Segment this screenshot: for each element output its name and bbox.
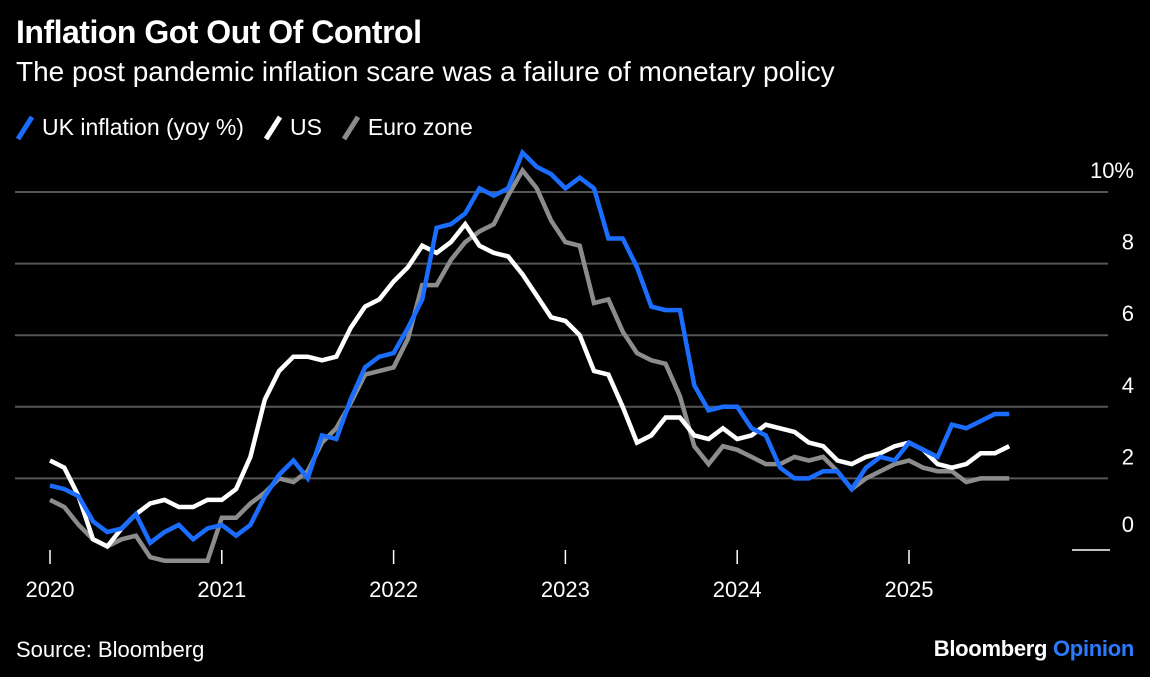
x-tick-label: 2024 [713,577,762,602]
chart-subtitle: The post pandemic inflation scare was a … [16,56,835,87]
y-tick-label: 0 [1122,512,1134,537]
y-tick-label: 8 [1122,230,1134,255]
y-tick-label: 2 [1122,444,1134,469]
brand-logo: Bloomberg Opinion [933,636,1135,662]
x-tick-label: 2025 [885,577,934,602]
source-note: Source: Bloomberg [16,637,205,662]
legend-item-us: US [263,114,322,141]
legend-swatch-us [263,115,282,141]
brand-accent: Opinion [1053,636,1134,661]
x-tick-label: 2021 [197,577,246,602]
x-tick-label: 2023 [541,577,590,602]
x-tick-label: 2020 [26,577,75,602]
chart-title: Inflation Got Out Of Control [16,14,422,50]
legend-label-us: US [289,114,322,140]
legend: UK inflation (yoy %) US Euro zone [16,114,473,141]
y-tick-label: 6 [1122,301,1134,326]
legend-item-euro: Euro zone [341,114,473,141]
series-line-us [48,220,1011,550]
legend-swatch-euro [341,115,360,141]
legend-swatch-uk [16,115,34,141]
y-tick-label: 10% [1090,158,1134,183]
brand-name: Bloomberg [933,636,1048,661]
series-line-euro [48,166,1010,563]
y-tick-label: 4 [1122,373,1134,398]
x-tick-label: 2022 [369,577,418,602]
legend-label-euro: Euro zone [367,114,473,140]
legend-item-uk: UK inflation (yoy %) [16,114,244,141]
legend-label-uk: UK inflation (yoy %) [42,114,244,140]
series-line-uk [49,148,1010,547]
